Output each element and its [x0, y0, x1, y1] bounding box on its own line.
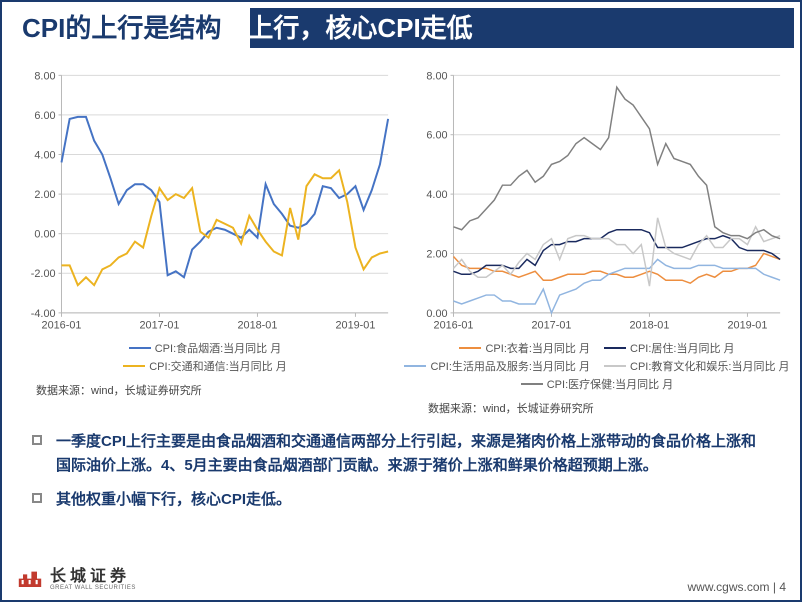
bullet-list: 一季度CPI上行主要是由食品烟酒和交通通信两部分上行引起，来源是猪肉价格上涨带动…	[0, 416, 802, 512]
svg-text:2.00: 2.00	[426, 248, 447, 260]
chart-right: 0.00 2.00 4.00 6.00 8.00 2016-01 2017-01 2018-0…	[404, 64, 790, 416]
page-number: www.cgws.com | 4	[688, 580, 787, 594]
logo-icon	[16, 566, 44, 594]
chart-right-legend: CPI:衣着:当月同比 月 CPI:居住:当月同比 月 CPI:生活用品及服务:当月…	[404, 340, 790, 392]
svg-text:6.00: 6.00	[426, 130, 447, 142]
title-dark-segment: CPI的上行是结构	[22, 13, 221, 43]
svg-text:8.00: 8.00	[426, 70, 447, 82]
footer-page: 4	[779, 580, 786, 594]
svg-text:2018-01: 2018-01	[629, 320, 669, 332]
bullet-marker-icon	[32, 493, 42, 503]
legend-item: CPI:衣着:当月同比 月	[459, 340, 590, 356]
chart-right-svg: 0.00 2.00 4.00 6.00 8.00 2016-01 2017-01 2018-0…	[404, 64, 790, 344]
bullet-item: 其他权重小幅下行，核心CPI走低。	[32, 488, 770, 512]
svg-text:-2.00: -2.00	[31, 268, 56, 280]
legend-item: CPI:生活用品及服务:当月同比 月	[404, 358, 590, 374]
charts-row: -4.00 -2.00 0.00 2.00 4.00 6.00 8.00 2016-01 201…	[0, 52, 802, 416]
footer: 长城证券 GREAT WALL SECURITIES www.cgws.com …	[0, 566, 802, 602]
legend-item: CPI:教育文化和娱乐:当月同比 月	[604, 358, 790, 374]
svg-text:2017-01: 2017-01	[532, 320, 572, 332]
chart-left-legend: CPI:食品烟酒:当月同比 月 CPI:交通和通信:当月同比 月	[12, 340, 398, 374]
bullet-item: 一季度CPI上行主要是由食品烟酒和交通通信两部分上行引起，来源是猪肉价格上涨带动…	[32, 430, 770, 478]
footer-url: www.cgws.com	[688, 580, 770, 594]
svg-text:0.00: 0.00	[34, 229, 55, 241]
legend-item: CPI:食品烟酒:当月同比 月	[129, 340, 282, 356]
svg-text:2016-01: 2016-01	[434, 320, 474, 332]
footer-sep: |	[770, 580, 780, 594]
chart-left-source: 数据来源：wind，长城证券研究所	[12, 374, 398, 398]
bullet-text: 一季度CPI上行主要是由食品烟酒和交通通信两部分上行引起，来源是猪肉价格上涨带动…	[56, 430, 770, 478]
bullet-marker-icon	[32, 435, 42, 445]
legend-item: CPI:交通和通信:当月同比 月	[123, 358, 287, 374]
chart-right-source: 数据来源：wind，长城证券研究所	[404, 392, 790, 416]
title-light-segment: 性上行，核心CPI走低	[221, 13, 472, 43]
bullet-text: 其他权重小幅下行，核心CPI走低。	[56, 488, 291, 512]
svg-text:2016-01: 2016-01	[42, 320, 82, 332]
svg-text:-4.00: -4.00	[31, 308, 56, 320]
logo-text-en: GREAT WALL SECURITIES	[50, 585, 136, 591]
chart-left-svg: -4.00 -2.00 0.00 2.00 4.00 6.00 8.00 2016-01 201…	[12, 64, 398, 344]
svg-text:4.00: 4.00	[426, 189, 447, 201]
slide-title: CPI的上行是结构性上行，核心CPI走低	[22, 8, 473, 45]
svg-text:2019-01: 2019-01	[335, 320, 375, 332]
legend-item: CPI:医疗保健:当月同比 月	[521, 376, 674, 392]
logo: 长城证券 GREAT WALL SECURITIES	[16, 566, 136, 594]
svg-text:0.00: 0.00	[426, 308, 447, 320]
svg-text:2.00: 2.00	[34, 189, 55, 201]
chart-left: -4.00 -2.00 0.00 2.00 4.00 6.00 8.00 2016-01 201…	[12, 64, 398, 416]
svg-text:6.00: 6.00	[34, 110, 55, 122]
svg-text:2019-01: 2019-01	[727, 320, 767, 332]
svg-text:2017-01: 2017-01	[140, 320, 180, 332]
svg-text:4.00: 4.00	[34, 149, 55, 161]
logo-text-cn: 长城证券	[50, 569, 136, 585]
svg-text:2018-01: 2018-01	[237, 320, 277, 332]
svg-text:8.00: 8.00	[34, 70, 55, 82]
legend-item: CPI:居住:当月同比 月	[604, 340, 735, 356]
